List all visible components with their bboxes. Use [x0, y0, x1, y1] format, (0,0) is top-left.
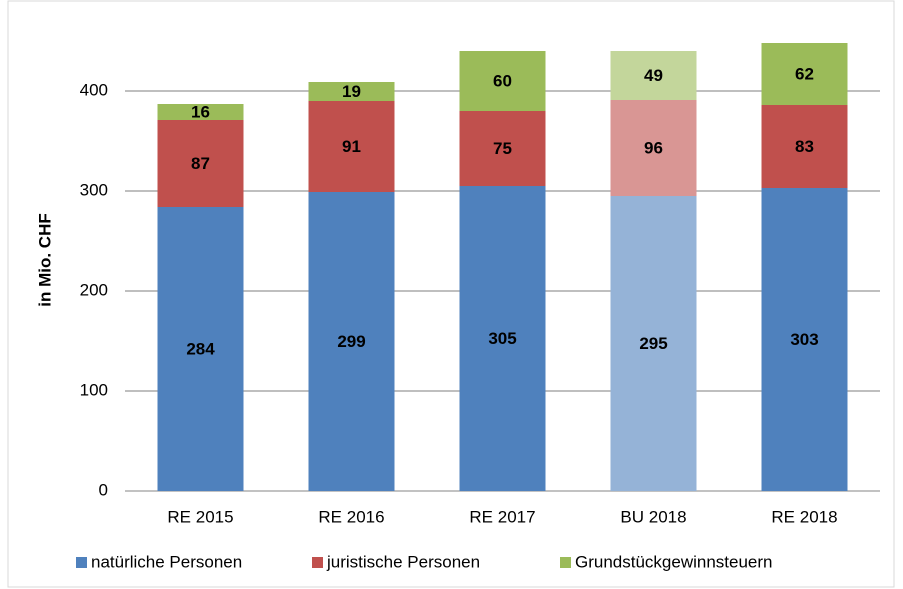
data-label: 16 [191, 102, 210, 121]
bar-segment [610, 100, 697, 196]
bar-segment [761, 105, 848, 188]
x-tick-label: BU 2018 [620, 507, 686, 526]
data-label: 284 [186, 339, 215, 358]
x-tick-label: RE 2018 [771, 507, 837, 526]
bar-segment [610, 51, 697, 100]
bar-segment [308, 192, 395, 491]
data-label: 60 [493, 71, 512, 90]
data-label: 96 [644, 138, 663, 157]
x-tick-label: RE 2016 [318, 507, 384, 526]
legend-label: juristische Personen [326, 552, 480, 571]
data-label: 295 [639, 334, 667, 353]
y-tick-label: 0 [99, 480, 108, 499]
bar-segment [308, 101, 395, 192]
data-label: 62 [795, 64, 814, 83]
data-label: 87 [191, 154, 210, 173]
bar-segment [610, 196, 697, 491]
y-tick-label: 400 [80, 80, 108, 99]
data-label: 75 [493, 139, 512, 158]
data-label: 305 [488, 329, 516, 348]
bar-segment [459, 51, 546, 111]
bar-segment [157, 120, 244, 207]
x-tick-label: RE 2017 [469, 507, 535, 526]
bar-segment [157, 104, 244, 120]
data-label: 303 [790, 330, 818, 349]
legend-swatch [76, 557, 87, 568]
bar-segment [459, 186, 546, 491]
y-tick-label: 100 [80, 380, 108, 399]
chart-border [7, 0, 895, 588]
bar-segment [459, 111, 546, 186]
legend-swatch [560, 557, 571, 568]
bar-segment [761, 188, 848, 491]
bar-segment [157, 207, 244, 491]
y-tick-label: 200 [80, 280, 108, 299]
y-tick-label: 300 [80, 180, 108, 199]
data-label: 299 [337, 332, 365, 351]
x-tick-label: RE 2015 [167, 507, 233, 526]
bar-segment [761, 43, 848, 105]
data-label: 49 [644, 66, 663, 85]
data-label: 91 [342, 137, 361, 156]
legend-label: natürliche Personen [91, 552, 242, 571]
data-label: 83 [795, 137, 814, 156]
y-axis-label: in Mio. CHF [35, 213, 54, 306]
bar-segment [308, 82, 395, 101]
data-label: 19 [342, 82, 361, 101]
legend-label: Grundstückgewinnsteuern [575, 552, 773, 571]
legend-swatch [312, 557, 323, 568]
